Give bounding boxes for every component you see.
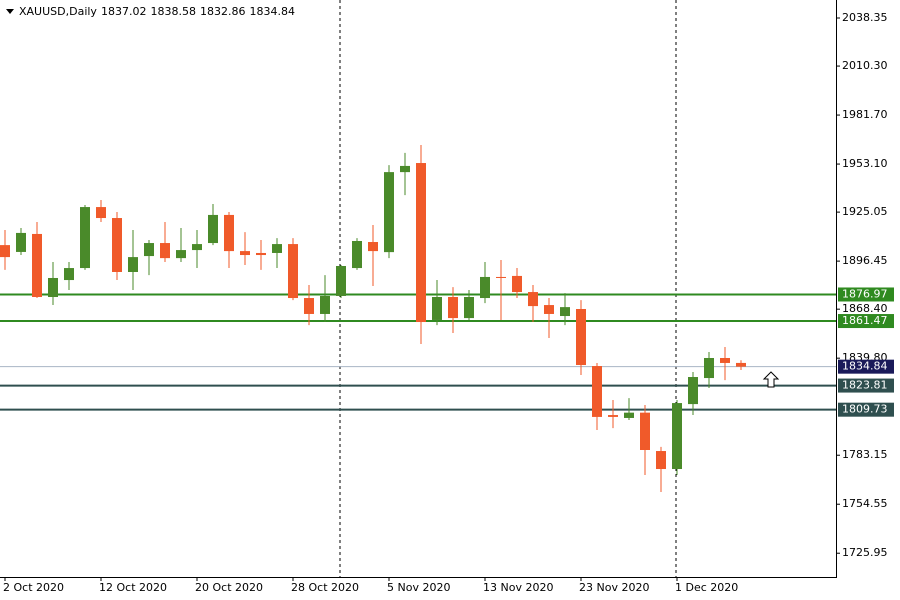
price-tag: 1861.47 (838, 314, 894, 329)
x-tick-label: 1 Dec 2020 (675, 581, 738, 594)
candle-body (0, 245, 10, 258)
price-tag-bg (838, 287, 894, 302)
candle-body (272, 244, 282, 253)
x-tick-label: 23 Nov 2020 (579, 581, 649, 594)
candle-body (576, 308, 586, 366)
chart-title: XAUUSD,Daily (19, 5, 97, 18)
candle-body (384, 172, 394, 253)
candle-body (160, 243, 170, 259)
candle-body (592, 366, 602, 417)
last-high: 1838.58 (150, 5, 196, 18)
candle-body (240, 251, 250, 256)
y-tick-label: 1868.40 (842, 302, 888, 315)
candle-body (256, 252, 266, 256)
price-tag: 1809.73 (838, 402, 894, 417)
price-tag-label: 1809.73 (842, 403, 888, 416)
candle-body (480, 276, 490, 299)
price-tag-label: 1823.81 (842, 379, 888, 392)
candle-body (672, 403, 682, 470)
candle-body (224, 214, 234, 252)
y-tick-label: 1953.10 (842, 157, 888, 170)
candle-body (336, 265, 346, 296)
candle-body (16, 232, 26, 252)
price-tag: 1876.97 (838, 287, 894, 302)
candle-body (736, 362, 746, 367)
candle-body (304, 298, 314, 314)
price-tag-label: 1876.97 (842, 287, 888, 300)
y-tick-label: 1725.95 (842, 546, 888, 559)
candle-body (128, 257, 138, 272)
candle-body (288, 244, 298, 299)
y-tick-label: 2010.30 (842, 59, 888, 72)
y-tick-label: 1754.55 (842, 497, 888, 510)
price-tag-label: 1861.47 (842, 314, 888, 327)
y-tick-label: 1896.45 (842, 254, 888, 267)
price-tag-bg (838, 359, 894, 374)
candle-body (32, 233, 42, 298)
price-tag-label: 1834.84 (842, 360, 888, 373)
candle-body (400, 165, 410, 173)
price-tag: 1834.84 (838, 359, 894, 374)
y-tick-label: 1981.70 (842, 108, 888, 121)
candle-body (448, 297, 458, 319)
price-tag: 1823.81 (838, 378, 894, 393)
candle-body (624, 412, 634, 418)
x-tick-label: 2 Oct 2020 (3, 581, 64, 594)
candle-body (432, 297, 442, 320)
candle-body (656, 451, 666, 470)
candle-body (704, 357, 714, 379)
candle-body (352, 240, 362, 269)
candle-body (560, 307, 570, 317)
candle-body (720, 357, 730, 363)
y-tick-label: 1925.05 (842, 205, 888, 218)
x-tick-label: 5 Nov 2020 (387, 581, 450, 594)
candle-body (96, 207, 106, 219)
plot-area (0, 145, 836, 492)
last-close: 1834.84 (249, 5, 295, 18)
x-tick-label: 12 Oct 2020 (99, 581, 167, 594)
candle-body (416, 163, 426, 323)
candle-body (512, 275, 522, 293)
candle-body (464, 297, 474, 319)
candle-body (64, 268, 74, 281)
price-tag-bg (838, 378, 894, 393)
symbol-menu-icon[interactable] (6, 9, 14, 14)
candle-body (320, 295, 330, 314)
shift-arrow[interactable] (762, 371, 780, 388)
candle-body (368, 242, 378, 252)
chart-header: XAUUSD,Daily 1837.02 1838.58 1832.86 1834.84 (19, 5, 295, 18)
candle-body (176, 250, 186, 259)
candle-body (528, 292, 538, 307)
candle-body (48, 277, 58, 298)
y-tick-label: 2038.35 (842, 11, 888, 24)
x-tick-label: 20 Oct 2020 (195, 581, 263, 594)
candle-body (640, 412, 650, 450)
candle-body (192, 244, 202, 251)
candle-body (496, 276, 506, 278)
candle-body (544, 305, 554, 314)
candle-body (208, 214, 218, 244)
last-open: 1837.02 (101, 5, 147, 18)
price-tag-bg (838, 402, 894, 417)
x-tick-label: 13 Nov 2020 (483, 581, 553, 594)
last-low: 1832.86 (200, 5, 246, 18)
candle-body (112, 218, 122, 272)
y-tick-label: 1783.15 (842, 448, 888, 461)
price-tag-bg (838, 314, 894, 329)
candle-body (608, 415, 618, 417)
candle-body (80, 207, 90, 269)
candle-body (688, 377, 698, 405)
x-tick-label: 28 Oct 2020 (291, 581, 359, 594)
candle-body (144, 243, 154, 257)
